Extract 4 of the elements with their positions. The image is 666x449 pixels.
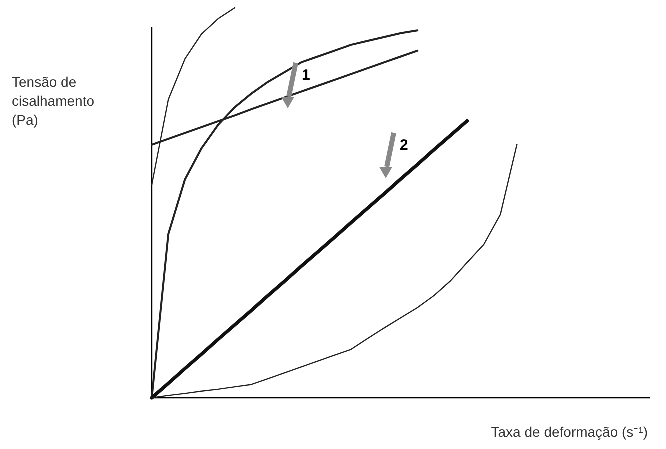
annotation: 1 xyxy=(302,67,310,84)
x-axis-title: Taxa de deformação (s⁻¹) xyxy=(491,424,648,440)
y-axis-title: Tensão de cisalhamento (Pa) xyxy=(12,74,95,128)
annotation: 2 xyxy=(400,137,408,154)
